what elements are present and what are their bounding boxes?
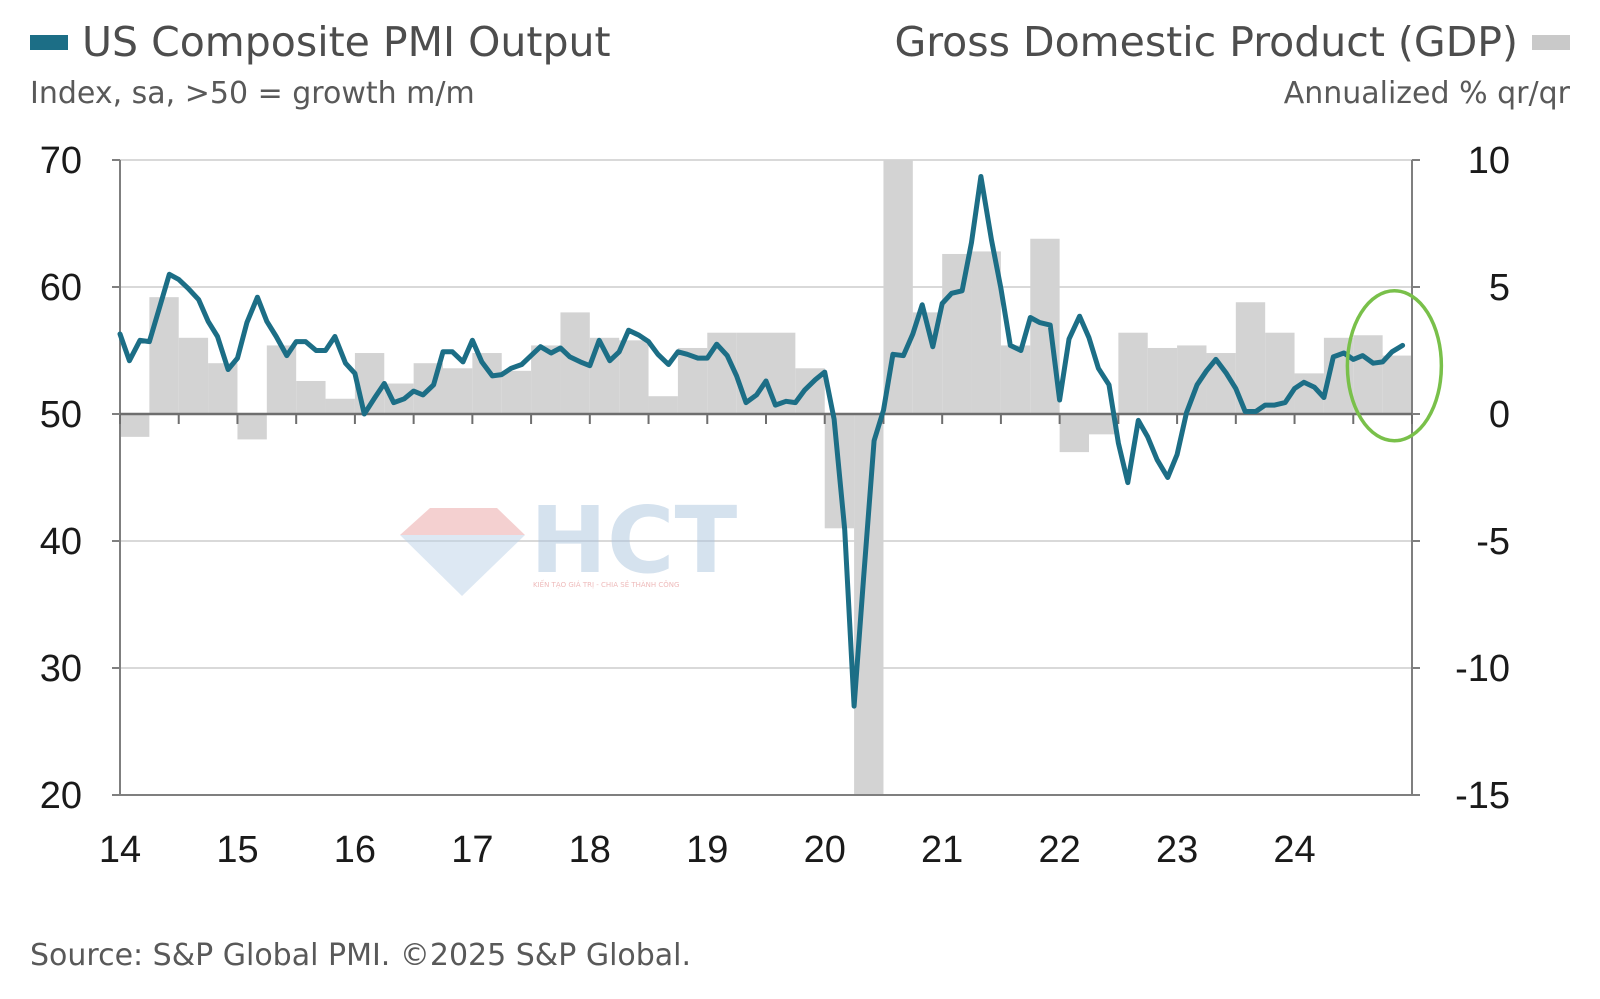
gdp-bar-2017Q2 xyxy=(501,370,532,414)
gdp-bar-2017Q3 xyxy=(531,345,561,414)
x-tick-label: 18 xyxy=(569,829,611,871)
x-tick-label: 21 xyxy=(921,829,963,871)
gdp-bar-2017Q1 xyxy=(472,353,502,414)
gdp-bar-2015Q4 xyxy=(325,398,355,414)
gdp-series-title: Gross Domestic Product (GDP) xyxy=(894,18,1518,66)
watermark-tagline: KIẾN TẠO GIÁ TRỊ - CHIA SẺ THÀNH CÔNG xyxy=(533,579,679,589)
watermark: HCT KIẾN TẠO GIÁ TRỊ - CHIA SẺ THÀNH CÔN… xyxy=(400,487,738,596)
y-left-tick-label: 20 xyxy=(40,775,82,817)
x-tick-label: 16 xyxy=(334,829,376,871)
x-tick-label: 14 xyxy=(99,829,141,871)
axis-layer xyxy=(112,159,1420,796)
pmi-line-layer xyxy=(117,174,1406,709)
gdp-bar-2014Q2 xyxy=(149,297,179,414)
gdp-bar-2023Q4 xyxy=(1265,332,1295,414)
source-note: Source: S&P Global PMI. ©2025 S&P Global… xyxy=(30,938,692,973)
y-right-tick-label: 0 xyxy=(1489,394,1510,436)
gdp-bar-2019Q1 xyxy=(707,332,737,414)
x-tick-label: 24 xyxy=(1273,829,1315,871)
y-left-tick-label: 50 xyxy=(40,394,82,436)
watermark-logo-bottom xyxy=(400,535,525,596)
x-tick-label: 19 xyxy=(686,829,728,871)
x-tick-label: 22 xyxy=(1038,829,1080,871)
watermark-logo-top xyxy=(400,508,525,535)
y-right-tick-label: -15 xyxy=(1455,775,1510,817)
gdp-bar-2021Q1 xyxy=(942,253,972,414)
pmi-legend: US Composite PMI Output xyxy=(30,18,611,66)
pmi-legend-swatch xyxy=(30,34,68,50)
gdp-bar-2024Q3 xyxy=(1353,335,1383,414)
gdp-axis-subtitle: Annualized % qr/qr xyxy=(1283,76,1570,111)
gdp-bar-2015Q1 xyxy=(237,414,267,440)
watermark-text: HCT xyxy=(530,487,738,594)
gdp-bar-2021Q2 xyxy=(971,251,1001,414)
gdp-bar-2021Q3 xyxy=(1000,345,1031,414)
y-right-tick-label: -5 xyxy=(1476,521,1510,563)
gdp-bar-2015Q2 xyxy=(266,345,297,414)
y-right-tick-label: 5 xyxy=(1489,267,1510,309)
gdp-legend: Gross Domestic Product (GDP) xyxy=(894,18,1570,66)
y-left-tick-label: 70 xyxy=(40,140,82,182)
y-left-tick-label: 60 xyxy=(40,267,82,309)
grid-layer xyxy=(120,159,1412,669)
gdp-bar-2015Q3 xyxy=(296,380,326,414)
gdp-bar-2022Q4 xyxy=(1147,347,1178,414)
gdp-bars xyxy=(120,160,1412,795)
x-tick-label: 23 xyxy=(1156,829,1198,871)
gdp-bar-2014Q4 xyxy=(208,363,238,414)
y-right-tick-label: 10 xyxy=(1468,140,1510,182)
gdp-bar-2022Q1 xyxy=(1059,414,1089,453)
x-tick-label: 20 xyxy=(804,829,846,871)
y-left-tick-label: 40 xyxy=(40,521,82,563)
gdp-bar-2024Q4 xyxy=(1382,355,1412,414)
highlight-circle xyxy=(1345,288,1444,443)
x-tick-label: 17 xyxy=(451,829,493,871)
gdp-legend-swatch xyxy=(1532,34,1570,50)
pmi-line xyxy=(117,174,1406,709)
pmi-axis-subtitle: Index, sa, >50 = growth m/m xyxy=(30,76,475,111)
gdp-bar-2014Q1 xyxy=(120,414,150,437)
x-tick-label: 15 xyxy=(216,829,258,871)
gdp-bar-2020Q2 xyxy=(854,414,884,795)
gdp-bar-2014Q3 xyxy=(178,337,209,414)
pmi-series-title: US Composite PMI Output xyxy=(82,18,611,66)
y-left-tick-label: 30 xyxy=(40,648,82,690)
gdp-bar-2022Q2 xyxy=(1089,414,1119,435)
y-right-tick-label: -10 xyxy=(1455,648,1510,690)
gdp-bar-2018Q2 xyxy=(619,340,649,414)
gdp-bar-2018Q3 xyxy=(648,396,678,414)
gdp-bar-2016Q4 xyxy=(443,368,473,414)
gdp-bar-2022Q3 xyxy=(1118,332,1148,414)
